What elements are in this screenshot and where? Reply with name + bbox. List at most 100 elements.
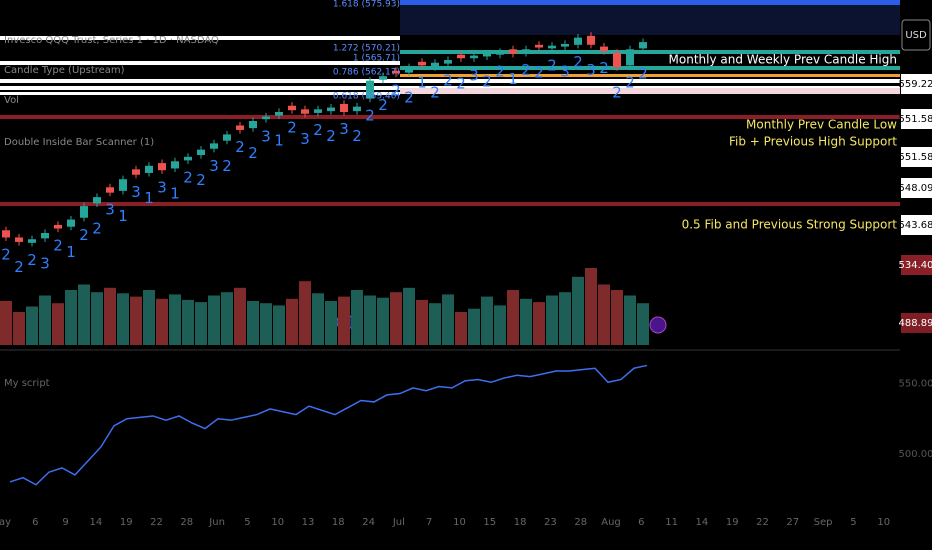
- volume-bar: [260, 303, 272, 345]
- x-tick-label: 7: [426, 517, 432, 528]
- support-line: [0, 202, 900, 206]
- legend-text: Vol: [4, 95, 19, 106]
- candle-type-label: 2: [443, 72, 453, 90]
- price-label: 559.22: [899, 79, 932, 90]
- candle-body: [522, 49, 530, 53]
- candle-type-label: 2: [352, 127, 362, 145]
- volume-bar: [351, 290, 363, 345]
- level-line: [0, 61, 400, 65]
- legend-text: Invesco QQQ Trust, Series 1 · 1D · NASDA…: [4, 35, 219, 46]
- volume-bar: [26, 306, 38, 345]
- fib-label: 0.618 (559.40): [333, 92, 400, 102]
- candle-type-label: 2: [27, 251, 37, 269]
- candle-body: [457, 54, 465, 59]
- candle-body: [366, 80, 374, 99]
- volume-bar: [416, 299, 428, 345]
- x-tick-label: 28: [574, 517, 587, 528]
- candle-body: [119, 179, 127, 191]
- x-tick-label: 22: [756, 517, 769, 528]
- level-line: [0, 79, 900, 83]
- candle-type-label: 3: [560, 63, 570, 81]
- candle-type-label: 2: [183, 168, 193, 186]
- volume-bar: [481, 296, 493, 345]
- candle-type-label: 1: [66, 243, 76, 261]
- volume-bar: [624, 295, 636, 345]
- candle-type-label: 1: [417, 74, 427, 92]
- candle-type-label: 2: [222, 157, 232, 175]
- support-line: [0, 115, 900, 119]
- candle-body: [288, 105, 296, 111]
- indicator-line: [9, 364, 648, 486]
- candle-type-label: 2: [599, 59, 609, 77]
- x-tick-label: 9: [62, 517, 68, 528]
- volume-bar: [377, 297, 389, 345]
- volume-bar: [403, 287, 415, 345]
- x-tick-label: 23: [544, 517, 557, 528]
- volume-bar: [286, 298, 298, 345]
- candle-type-label: 2: [612, 83, 622, 101]
- level-line: [400, 50, 900, 54]
- x-tick-label: Sep: [814, 517, 833, 528]
- candle-body: [158, 163, 166, 171]
- candle-type-label: 2: [521, 61, 531, 79]
- price-label: 534.40: [899, 260, 932, 271]
- volume-bar: [143, 290, 155, 345]
- candle-body: [93, 197, 101, 204]
- volume-bar: [559, 292, 571, 345]
- price-badge: [901, 178, 932, 198]
- candle-type-label: 1: [170, 185, 180, 203]
- candle-body: [405, 67, 413, 73]
- volume-bar: [637, 303, 649, 345]
- candle-body: [470, 55, 478, 59]
- event-icon: [649, 316, 667, 334]
- candle-body: [392, 70, 400, 74]
- candle-type-label: 3: [469, 66, 479, 84]
- candle-body: [275, 112, 283, 116]
- candle-body: [509, 49, 517, 54]
- candle-type-label: 1: [274, 132, 284, 150]
- x-tick-label: 5: [244, 517, 250, 528]
- candle-body: [587, 35, 595, 45]
- candle-type-label: 3: [105, 201, 115, 219]
- volume-bar: [247, 301, 259, 345]
- y-tick-label: 550.00: [899, 379, 932, 390]
- volume-bar: [468, 308, 480, 345]
- candle-type-label: 3: [339, 120, 349, 138]
- price-badge: [901, 313, 932, 333]
- x-tick-label: Aug: [601, 517, 621, 528]
- volume-bar: [52, 303, 64, 345]
- x-tick-label: 27: [786, 517, 799, 528]
- candle-type-label: 2: [391, 82, 401, 100]
- candle-type-label: 2: [534, 64, 544, 82]
- candle-body: [223, 134, 231, 141]
- candle-body: [496, 51, 504, 55]
- volume-bar: [507, 290, 519, 345]
- volume-bar: [195, 302, 207, 345]
- volume-bar: [494, 305, 506, 345]
- price-label: 543.68: [899, 220, 932, 231]
- currency: USD: [905, 30, 927, 41]
- candle-body: [431, 62, 439, 68]
- candle-body: [28, 239, 36, 243]
- x-tick-label: Jun: [208, 517, 225, 528]
- candle-body: [548, 45, 556, 49]
- volume-bar: [364, 295, 376, 345]
- volume-bar: [104, 287, 116, 345]
- fib-label: 1.618 (575.93): [333, 0, 400, 10]
- x-tick-label: 18: [514, 517, 527, 528]
- x-tick-label: 28: [180, 517, 193, 528]
- x-tick-label: 19: [120, 517, 133, 528]
- volume-bar: [169, 294, 181, 345]
- candle-type-label: 2: [235, 138, 245, 156]
- annotation: Monthly Prev Candle Low: [746, 118, 897, 132]
- candle-type-label: 3: [209, 157, 219, 175]
- candle-type-label: 3: [261, 127, 271, 145]
- candle-body: [236, 125, 244, 130]
- candle-type-label: 2: [482, 73, 492, 91]
- candle-body: [2, 230, 10, 238]
- volume-bar: [182, 299, 194, 345]
- candle-body: [67, 219, 75, 227]
- volume-bar: [455, 312, 467, 345]
- candle-type-label: 3: [157, 178, 167, 196]
